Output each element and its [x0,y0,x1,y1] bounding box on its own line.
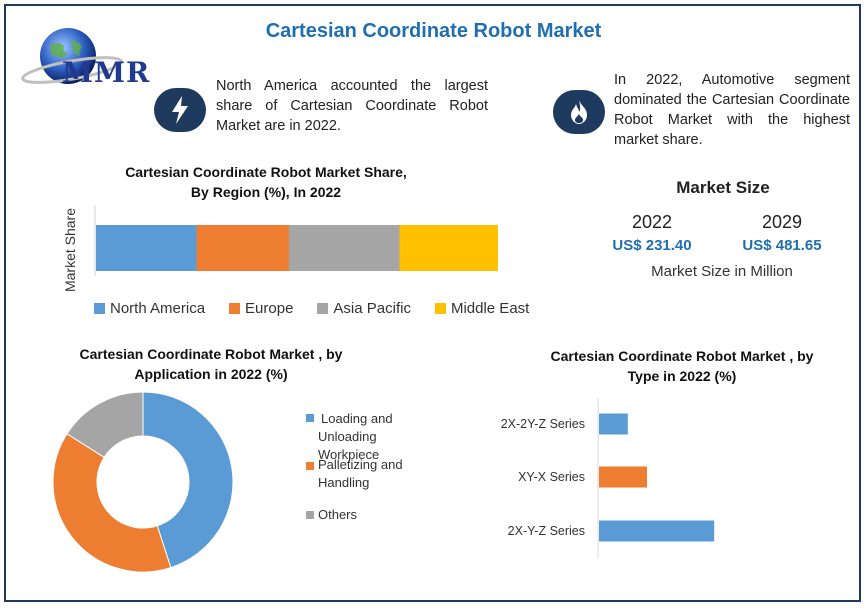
legend-label-north-america: North America [110,300,206,317]
legend-item-others: Others [306,506,357,524]
region-y-axis-label: Market Share [62,207,78,293]
type-label-2x-y-z-series: 2X-Y-Z Series [508,524,585,538]
legend-swatch-europe [229,303,241,314]
region-bar-middle-east [399,225,498,271]
application-chart-title-line2: Application in 2022 (%) [134,366,288,382]
logo-text: MMR [62,56,151,89]
legend-item-palletizing: Palletizing and Handling [306,456,403,492]
legend-label-loading-3: Workpiece [318,447,380,462]
donut-slice-palletizing-and-handling [52,433,172,573]
application-donut-chart [52,391,234,573]
legend-swatch-middle-east [434,303,446,314]
region-bar-north-america [96,225,197,271]
type-bar-xy-x-series [599,466,647,488]
globe-logo-icon [21,28,123,84]
legend-label-europe: Europe [245,300,294,317]
legend-label-middle-east: Middle East [450,300,530,317]
type-label-xy-x-series: XY-X Series [518,470,585,484]
lightning-icon [154,88,206,132]
market-size-unit-label: Market Size in Million [651,263,793,280]
type-label-2x-2y-z-series: 2X-2Y-Z Series [501,417,585,431]
legend-item-middle-east: Middle East [434,300,530,317]
region-bar-europe [196,225,289,271]
type-bar-2x-2y-z-series [599,413,628,435]
legend-label-palletizing-1: Palletizing and [318,457,403,472]
note-automotive: In 2022, Automotive segment dominated th… [614,72,850,148]
legend-swatch-loading [306,414,314,422]
region-legend: North America Europe Asia Pacific Middle… [94,300,554,317]
page-title: Cartesian Coordinate Robot Market [265,20,602,42]
type-bar-2x-y-z-series [599,520,715,542]
type-chart-title-line1: Cartesian Coordinate Robot Market , by [550,348,814,364]
legend-label-loading-1: Loading and [321,411,393,426]
infographic-frame [4,4,861,602]
legend-item-asia-pacific: Asia Pacific [317,300,411,317]
application-legend: Loading and Unloading Workpiece Palletiz… [306,410,436,522]
region-bar-asia-pacific [288,225,400,271]
legend-swatch-north-america [94,303,105,314]
type-chart-title-line2: Type in 2022 (%) [627,368,737,384]
application-chart-title: Cartesian Coordinate Robot Market , by A… [56,344,366,384]
market-size-year-2022: 2022 [631,212,673,232]
region-chart-title-line1: Cartesian Coordinate Robot Market Share, [125,164,407,180]
legend-swatch-palletizing [306,462,314,470]
market-size-value-2022: US$ 231.40 [612,237,692,254]
region-chart-title-line2: By Region (%), In 2022 [190,184,342,200]
legend-label-others: Others [318,507,358,522]
legend-label-asia-pacific: Asia Pacific [333,300,411,317]
legend-swatch-others [306,511,314,519]
donut-slice-others [66,391,144,459]
type-chart-title: Cartesian Coordinate Robot Market , by T… [530,346,834,386]
region-chart-title: Cartesian Coordinate Robot Market Share,… [96,162,436,202]
region-ylabel-wrap: Market Share [56,206,84,298]
note-north-america: North America accounted the largest shar… [216,78,488,134]
mmr-logo: MMR [20,26,180,96]
legend-swatch-asia-pacific [317,303,329,314]
legend-item-loading: Loading and Unloading Workpiece [306,410,436,464]
legend-item-europe: Europe [229,300,293,317]
legend-label-loading-2: Unloading [318,429,377,444]
legend-label-palletizing-2: Handling [318,475,370,490]
flame-icon [553,90,605,134]
application-chart-title-line1: Cartesian Coordinate Robot Market , by [79,346,343,362]
donut-slice-loading-and-unloading-workpiece [142,391,234,569]
market-size-year-2029: 2029 [761,212,803,232]
region-stacked-bar-chart [94,205,498,276]
market-size-value-2029: US$ 481.65 [742,237,822,254]
market-size-title: Market Size [676,178,770,197]
type-bar-chart: 2X-2Y-Z Series XY-X Series 2X-Y-Z Series [501,398,715,558]
legend-item-north-america: North America [94,300,205,317]
